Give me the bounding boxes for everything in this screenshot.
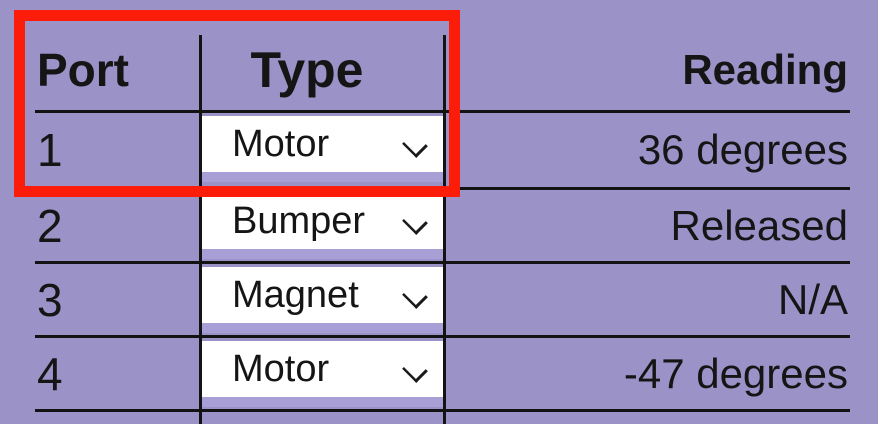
type-cell: Motor [202,113,446,187]
type-select-port-2[interactable]: Bumper [202,193,443,259]
reading-value: N/A [777,275,848,323]
chevron-down-icon [402,209,428,235]
port-number: 3 [37,273,63,326]
chevron-down-icon [402,132,428,158]
reading-value: Released [670,201,848,249]
reading-value: -47 degrees [623,349,848,397]
type-select-value: Bumper [232,199,366,242]
type-cell: Magnet [202,264,446,335]
port-number: 2 [37,199,63,252]
port-number: 1 [37,124,63,176]
table-row-port-2: 2 Bumper Released [35,190,850,264]
type-cell: Bumper [202,190,446,261]
chevron-down-icon [402,283,428,309]
table-row-port-4: 4 Motor -47 degrees [35,338,850,412]
type-select-port-3[interactable]: Magnet [202,267,443,333]
table-header-row: Port Type Reading [35,35,850,113]
type-select-port-4[interactable]: Motor [202,341,443,407]
table-row-port-1: 1 Motor 36 degrees [35,113,850,190]
chevron-down-icon [402,357,428,383]
type-select-value: Motor [232,347,330,390]
type-select-value: Motor [232,122,330,165]
type-select-value: Magnet [232,273,359,316]
table-row-port-3: 3 Magnet N/A [35,264,850,338]
type-select-port-1[interactable]: Motor [202,116,443,182]
header-port: Port [37,43,129,96]
header-reading: Reading [682,45,848,93]
port-number: 4 [37,347,63,400]
column-divider-port-type [199,35,202,424]
header-type: Type [250,41,364,98]
reading-value: 36 degrees [637,126,848,173]
column-divider-type-reading [443,35,446,424]
type-cell: Motor [202,338,446,409]
device-port-table: Port Type Reading 1 Motor 36 degrees 2 B… [35,35,850,424]
